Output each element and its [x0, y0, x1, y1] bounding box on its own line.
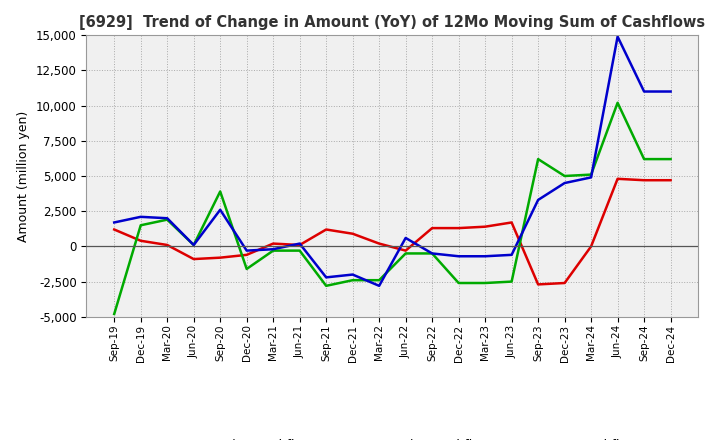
Operating Cashflow [322, 227, 330, 232]
Investing Cashflow [163, 217, 171, 222]
Operating Cashflow [216, 255, 225, 260]
Free Cashflow [613, 34, 622, 39]
Investing Cashflow [560, 173, 569, 179]
Investing Cashflow [401, 251, 410, 256]
Free Cashflow [454, 253, 463, 259]
Investing Cashflow [295, 248, 304, 253]
Investing Cashflow [508, 279, 516, 284]
Investing Cashflow [348, 278, 357, 283]
Investing Cashflow [428, 251, 436, 256]
Investing Cashflow [243, 266, 251, 271]
Y-axis label: Amount (million yen): Amount (million yen) [17, 110, 30, 242]
Operating Cashflow [295, 242, 304, 248]
Free Cashflow [534, 197, 542, 202]
Legend: Operating Cashflow, Investing Cashflow, Free Cashflow: Operating Cashflow, Investing Cashflow, … [143, 434, 642, 440]
Investing Cashflow [587, 172, 595, 177]
Operating Cashflow [243, 252, 251, 257]
Investing Cashflow [375, 278, 384, 283]
Free Cashflow [401, 235, 410, 241]
Operating Cashflow [508, 220, 516, 225]
Free Cashflow [322, 275, 330, 280]
Line: Free Cashflow: Free Cashflow [114, 37, 670, 286]
Operating Cashflow [189, 257, 198, 262]
Operating Cashflow [481, 224, 490, 229]
Operating Cashflow [163, 242, 171, 248]
Investing Cashflow [216, 189, 225, 194]
Investing Cashflow [481, 280, 490, 286]
Free Cashflow [640, 89, 649, 94]
Free Cashflow [295, 241, 304, 246]
Investing Cashflow [666, 157, 675, 162]
Operating Cashflow [428, 225, 436, 231]
Operating Cashflow [136, 238, 145, 243]
Free Cashflow [508, 252, 516, 257]
Free Cashflow [243, 248, 251, 253]
Free Cashflow [110, 220, 119, 225]
Operating Cashflow [666, 178, 675, 183]
Operating Cashflow [640, 178, 649, 183]
Investing Cashflow [454, 280, 463, 286]
Investing Cashflow [189, 242, 198, 248]
Investing Cashflow [534, 157, 542, 162]
Free Cashflow [269, 246, 277, 252]
Operating Cashflow [587, 244, 595, 249]
Line: Investing Cashflow: Investing Cashflow [114, 103, 670, 314]
Free Cashflow [666, 89, 675, 94]
Investing Cashflow [640, 157, 649, 162]
Free Cashflow [375, 283, 384, 289]
Free Cashflow [587, 175, 595, 180]
Free Cashflow [189, 242, 198, 248]
Investing Cashflow [269, 248, 277, 253]
Operating Cashflow [454, 225, 463, 231]
Operating Cashflow [613, 176, 622, 181]
Free Cashflow [216, 207, 225, 213]
Free Cashflow [163, 216, 171, 221]
Investing Cashflow [322, 283, 330, 289]
Free Cashflow [348, 272, 357, 277]
Operating Cashflow [269, 241, 277, 246]
Free Cashflow [136, 214, 145, 220]
Operating Cashflow [560, 280, 569, 286]
Operating Cashflow [534, 282, 542, 287]
Investing Cashflow [136, 223, 145, 228]
Free Cashflow [560, 180, 569, 186]
Free Cashflow [428, 251, 436, 256]
Operating Cashflow [348, 231, 357, 236]
Operating Cashflow [375, 241, 384, 246]
Title: [6929]  Trend of Change in Amount (YoY) of 12Mo Moving Sum of Cashflows: [6929] Trend of Change in Amount (YoY) o… [79, 15, 706, 30]
Line: Operating Cashflow: Operating Cashflow [114, 179, 670, 284]
Free Cashflow [481, 253, 490, 259]
Investing Cashflow [110, 312, 119, 317]
Investing Cashflow [613, 100, 622, 106]
Operating Cashflow [110, 227, 119, 232]
Operating Cashflow [401, 248, 410, 253]
